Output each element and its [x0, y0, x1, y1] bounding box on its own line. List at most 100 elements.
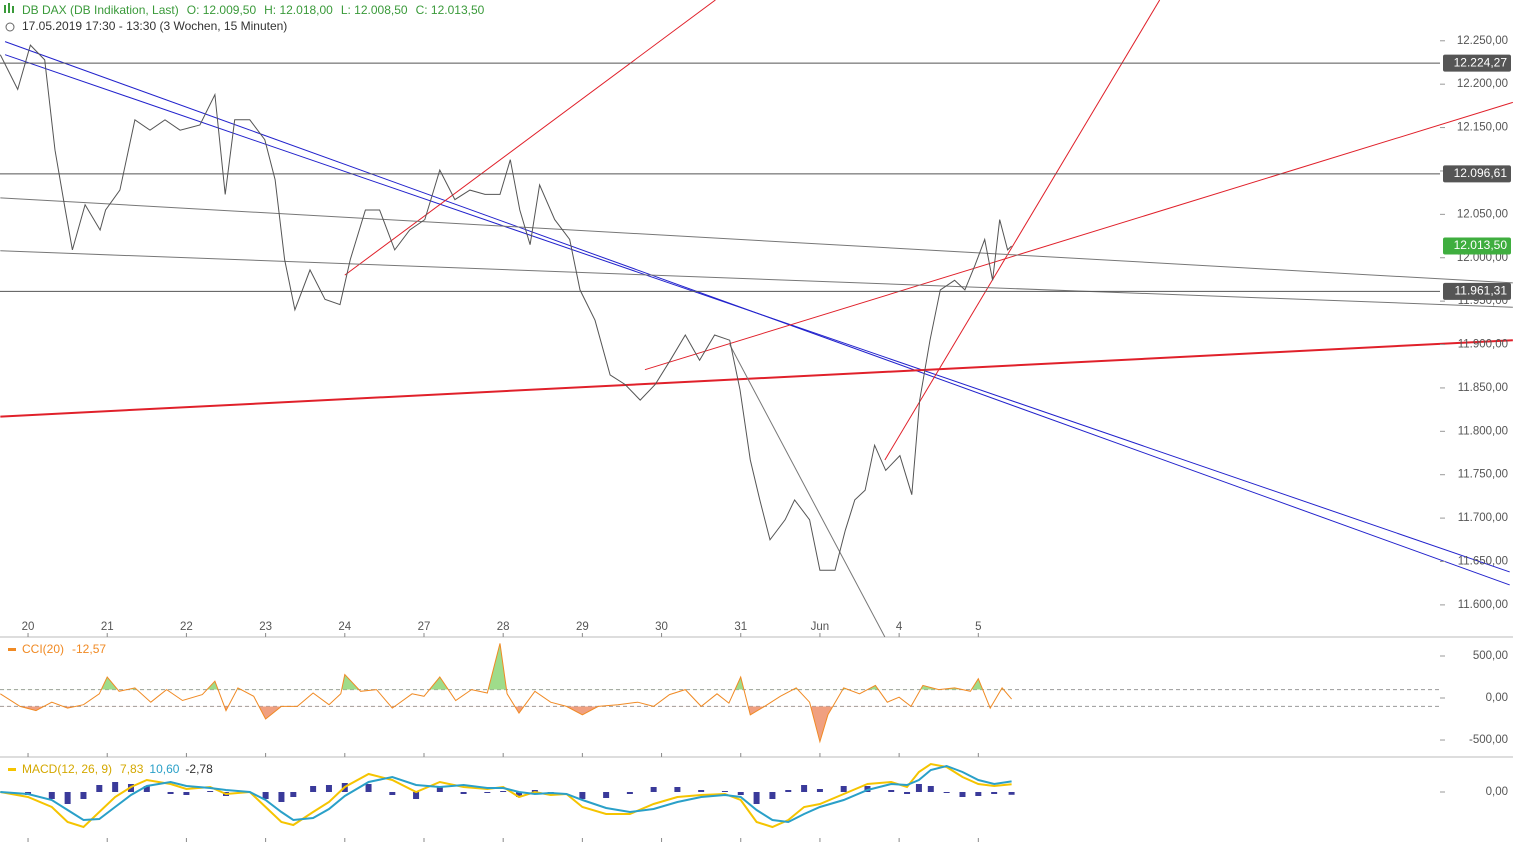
chart-subtitle: 17.05.2019 17:30 - 13:30 (3 Wochen, 15 M… — [22, 19, 287, 33]
histogram-bar — [959, 792, 966, 797]
histogram-bar — [325, 785, 332, 792]
histogram-bar — [904, 792, 911, 794]
histogram-bar — [460, 792, 467, 794]
histogram-bar — [1008, 792, 1015, 795]
histogram-bar — [816, 789, 823, 792]
histogram-bar — [626, 792, 633, 794]
y-tick-label: 12.050,00 — [1457, 208, 1508, 220]
quote-value: L: 12.008,50 — [341, 3, 408, 17]
x-tick-label: Jun — [811, 621, 830, 633]
histogram-bar — [674, 787, 681, 792]
y-tick-label: 0,00 — [1486, 692, 1508, 704]
histogram-bar — [650, 787, 657, 792]
trendline — [4, 54, 1510, 573]
legend-value: 7,83 — [120, 762, 144, 776]
level-label-box — [1443, 165, 1511, 183]
y-tick-label: -500,00 — [1469, 734, 1508, 746]
x-tick-label: 22 — [180, 621, 193, 633]
y-tick-label: 11.900,00 — [1458, 339, 1508, 351]
x-tick-label: 20 — [22, 621, 35, 633]
histogram-bar — [389, 792, 396, 795]
histogram-bar — [413, 792, 420, 799]
x-tick-label: 31 — [734, 621, 747, 633]
quote-value: C: 12.013,50 — [416, 3, 485, 17]
quote-value: O: 12.009,50 — [187, 3, 257, 17]
y-tick-label: 11.700,00 — [1458, 512, 1508, 524]
legend-label: MACD(12, 26, 9) — [22, 762, 112, 776]
x-tick-label: 21 — [101, 621, 114, 633]
panel — [0, 643, 1440, 744]
histogram-bar — [840, 786, 847, 792]
histogram-bar — [64, 792, 71, 804]
histogram-bar — [112, 782, 119, 792]
histogram-bar — [143, 786, 150, 792]
trendline — [0, 197, 1513, 284]
last-price-label: 12.013,50 — [1454, 238, 1508, 252]
y-tick-label: 11.850,00 — [1458, 382, 1508, 394]
histogram-bar — [753, 792, 760, 804]
x-tick-label: 5 — [975, 621, 981, 633]
histogram-bar — [991, 792, 998, 794]
trendline — [729, 344, 886, 637]
x-tick-label: 30 — [655, 621, 668, 633]
histogram-bar — [927, 786, 934, 792]
level-label-box — [1443, 54, 1511, 72]
x-tick-label: 24 — [338, 621, 351, 633]
legend-label: CCI(20) — [22, 642, 64, 656]
histogram-bar — [290, 792, 297, 797]
histogram-bar — [785, 790, 792, 792]
x-tick-label: 4 — [896, 621, 903, 633]
histogram-bar — [96, 785, 103, 792]
y-tick-label: 11.750,00 — [1458, 469, 1508, 481]
x-tick-label: 29 — [576, 621, 589, 633]
histogram-bar — [721, 791, 728, 792]
y-tick-label: 0,00 — [1486, 786, 1508, 798]
histogram-bar — [737, 792, 744, 795]
histogram-bar — [975, 792, 982, 796]
x-tick-label: 28 — [497, 621, 510, 633]
histogram-bar — [516, 792, 523, 797]
indicator-line — [0, 764, 1012, 824]
trendline — [0, 339, 1513, 418]
price-line — [0, 44, 1012, 571]
level-label: 12.096,61 — [1454, 166, 1508, 180]
histogram-bar — [888, 790, 895, 792]
indicator-line — [0, 762, 1012, 829]
y-tick-label: 11.600,00 — [1458, 599, 1508, 611]
histogram-bar — [207, 791, 214, 792]
level-label: 12.224,27 — [1454, 55, 1508, 69]
y-tick-label: 12.150,00 — [1457, 122, 1508, 134]
last-price-box — [1443, 237, 1511, 255]
histogram-bar — [278, 792, 285, 802]
level-label-box — [1443, 282, 1511, 300]
histogram-bar — [769, 792, 776, 799]
histogram-bar — [310, 786, 317, 792]
histogram-bar — [436, 787, 443, 792]
trendline — [0, 250, 1513, 308]
chart-title: DB DAX (DB Indikation, Last) — [22, 3, 179, 17]
histogram-bar — [698, 790, 705, 792]
histogram-bar — [500, 791, 507, 792]
histogram-bar — [80, 792, 87, 799]
histogram-bar — [579, 792, 586, 799]
level-label: 11.961,31 — [1455, 283, 1508, 297]
histogram-bar — [365, 784, 372, 792]
histogram-bar — [183, 792, 190, 795]
trendline — [884, 0, 1161, 461]
histogram-bar — [915, 784, 922, 792]
histogram-bar — [484, 792, 491, 793]
panel — [0, 0, 1513, 637]
x-tick-label: 23 — [259, 621, 272, 633]
histogram-bar — [262, 792, 269, 799]
info-icon — [5, 22, 15, 32]
histogram-bar — [801, 785, 808, 792]
histogram-bar — [48, 792, 55, 799]
y-tick-label: 500,00 — [1473, 650, 1508, 662]
x-tick-label: 27 — [418, 621, 431, 633]
histogram-bar — [603, 792, 610, 798]
y-tick-label: 11.650,00 — [1458, 556, 1508, 568]
legend-value: 10,60 — [149, 762, 179, 776]
